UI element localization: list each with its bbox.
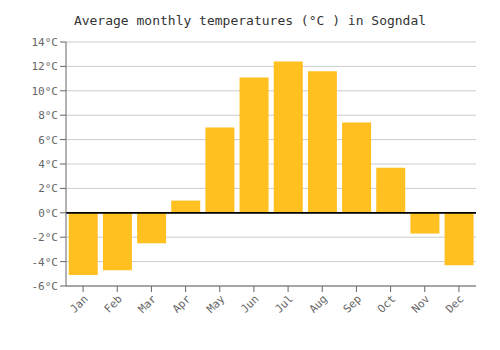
svg-text:4°C: 4°C — [38, 158, 58, 171]
svg-text:-6°C: -6°C — [32, 280, 59, 293]
svg-text:10°C: 10°C — [32, 85, 59, 98]
svg-text:14°C: 14°C — [32, 36, 59, 49]
svg-text:-4°C: -4°C — [32, 256, 59, 269]
svg-text:Mar: Mar — [136, 292, 160, 316]
svg-text:Feb: Feb — [102, 292, 125, 315]
svg-text:0°C: 0°C — [38, 207, 58, 220]
svg-text:Nov: Nov — [409, 292, 433, 316]
svg-text:-2°C: -2°C — [32, 231, 59, 244]
svg-text:Dec: Dec — [443, 292, 466, 315]
svg-text:Sep: Sep — [341, 292, 364, 315]
svg-text:8°C: 8°C — [38, 109, 58, 122]
svg-text:Jun: Jun — [238, 292, 261, 315]
html-text:Average monthly temperatures (: Average monthly temperatures (°C ) in So… — [73, 13, 427, 28]
svg-text:12°C: 12°C — [32, 60, 59, 73]
svg-text:Jan: Jan — [67, 292, 90, 315]
svg-text:Jul: Jul — [272, 292, 295, 315]
svg-text:Apr: Apr — [170, 292, 194, 316]
svg-text:2°C: 2°C — [38, 182, 58, 195]
svg-text:6°C: 6°C — [38, 134, 58, 147]
svg-text:Oct: Oct — [375, 292, 398, 315]
svg-text:May: May — [204, 292, 228, 316]
svg-text:Aug: Aug — [307, 292, 330, 315]
